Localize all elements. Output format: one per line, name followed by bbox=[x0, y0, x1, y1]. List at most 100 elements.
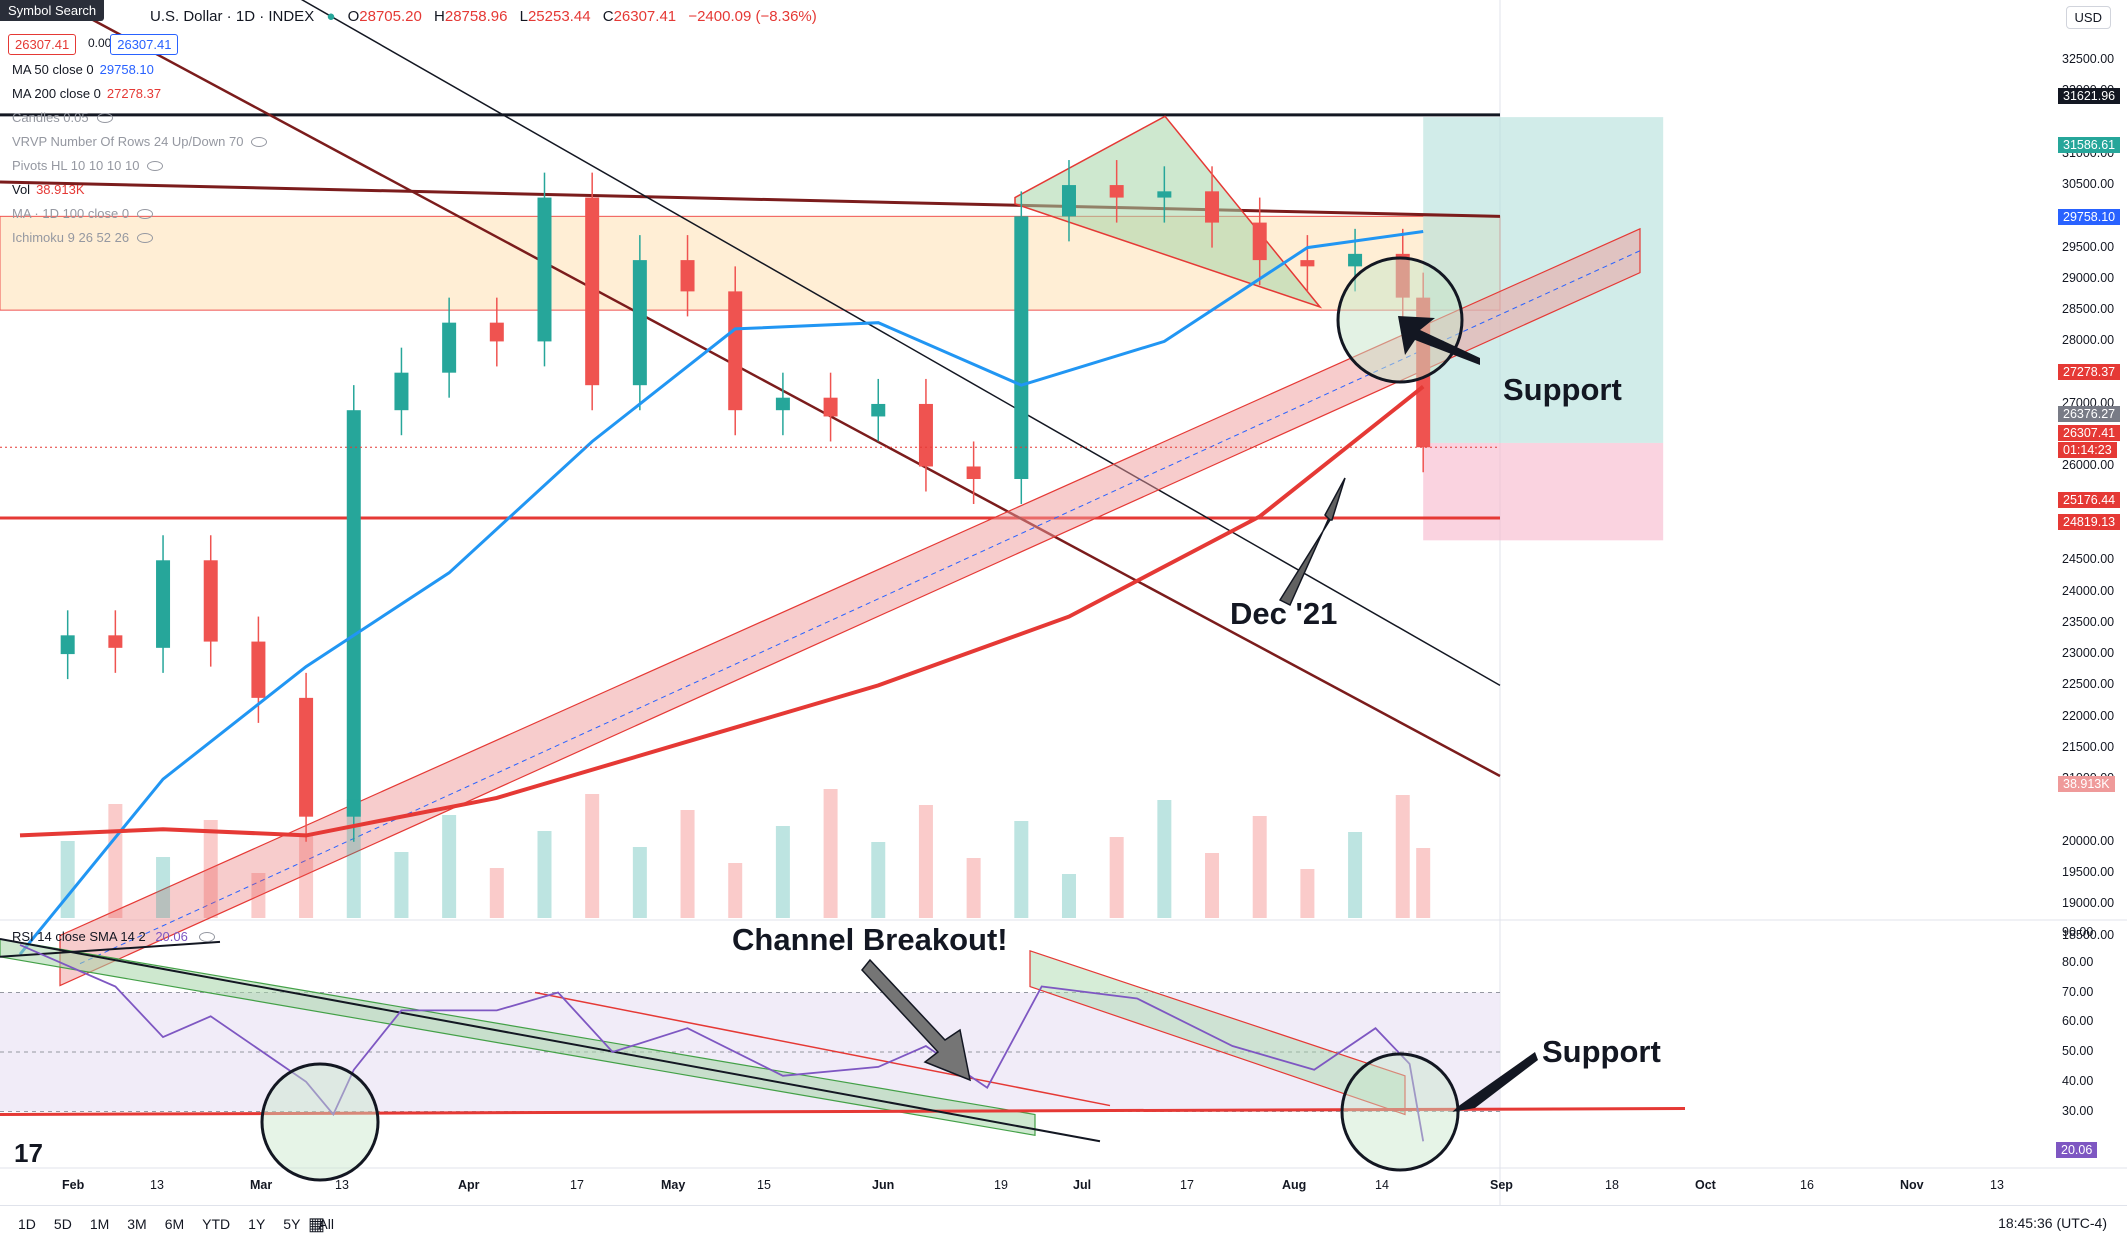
volume-bar bbox=[1061, 874, 1076, 918]
indicator-row[interactable]: MA 200 close 0 27278.37 bbox=[12, 86, 161, 101]
arrow-support-rsi bbox=[1452, 1052, 1538, 1112]
eye-icon[interactable] bbox=[137, 233, 154, 243]
volume-bar bbox=[1157, 800, 1172, 918]
volume-bar bbox=[1416, 848, 1431, 918]
time-axis-label: 16 bbox=[1800, 1178, 1814, 1192]
range-button[interactable]: All bbox=[318, 1216, 334, 1232]
descending-trendline-dark bbox=[53, 0, 1501, 778]
calendar-icon[interactable]: ▦ bbox=[308, 1214, 326, 1234]
indicator-name: Ichimoku 9 26 52 26 bbox=[12, 230, 130, 245]
rsi-line bbox=[19, 944, 1425, 1142]
rsi-label[interactable]: RSI 14 close SMA 14 2 bbox=[12, 929, 146, 944]
time-axis-label: 14 bbox=[1375, 1178, 1389, 1192]
price-tag: 31621.96 bbox=[2058, 88, 2121, 104]
price-axis-label: 19500.00 bbox=[2062, 864, 2115, 879]
range-button[interactable]: 1M bbox=[89, 1216, 110, 1232]
low-value: 25253.44 bbox=[527, 8, 591, 25]
volume-bar bbox=[871, 842, 886, 918]
time-axis-label: Jul bbox=[1073, 1178, 1092, 1192]
range-button[interactable]: 5Y bbox=[283, 1216, 301, 1232]
eye-icon[interactable] bbox=[96, 113, 113, 123]
price-axis-label: 29000.00 bbox=[2062, 270, 2115, 285]
rsi-value: 20.06 bbox=[155, 929, 188, 944]
currency-button[interactable]: USD bbox=[2065, 6, 2111, 29]
time-axis-label: Nov bbox=[1900, 1178, 1924, 1192]
time-axis-label: 18 bbox=[1605, 1178, 1619, 1192]
indicator-name: MA 200 close 0 bbox=[12, 86, 101, 101]
candle-body bbox=[537, 197, 552, 342]
range-button[interactable]: 6M bbox=[164, 1216, 185, 1232]
symbol-title[interactable]: U.S. Dollar · 1D · INDEX bbox=[150, 8, 315, 25]
price-axis-label: 19000.00 bbox=[2062, 896, 2115, 911]
rsi-circle-march bbox=[260, 1062, 380, 1182]
range-button[interactable]: 1D bbox=[18, 1216, 36, 1232]
indicator-row[interactable]: Pivots HL 10 10 10 10 bbox=[12, 158, 164, 173]
volume-bar bbox=[1014, 821, 1029, 918]
volume-bar bbox=[1252, 816, 1267, 918]
candle-body bbox=[918, 403, 933, 467]
indicator-row[interactable]: MA · 1D 100 close 0 bbox=[12, 206, 154, 221]
candle-body bbox=[489, 322, 504, 342]
range-button[interactable]: YTD bbox=[202, 1216, 231, 1232]
triangle-pattern bbox=[1014, 115, 1323, 309]
eye-icon[interactable] bbox=[251, 137, 268, 147]
volume-bar bbox=[108, 804, 123, 918]
time-axis-label: 17 bbox=[570, 1178, 584, 1192]
price-axis-label: 28000.00 bbox=[2062, 333, 2115, 348]
price-tag: 01:14:23 bbox=[2058, 442, 2117, 458]
position-stop-zone bbox=[1423, 442, 1664, 541]
candle-body bbox=[394, 372, 409, 411]
symbol-search-button[interactable]: Symbol Search bbox=[0, 0, 105, 21]
ma50-line bbox=[18, 230, 1424, 956]
clock: 18:45:36 (UTC-4) bbox=[1998, 1215, 2107, 1231]
tradingview-logo-icon[interactable]: 17 bbox=[14, 1138, 43, 1168]
open-value: 28705.20 bbox=[359, 8, 422, 25]
bid-ask-row: 26307.41 26307.41 bbox=[8, 34, 179, 55]
ascending-channel bbox=[59, 227, 1641, 987]
range-button[interactable]: 3M bbox=[127, 1216, 147, 1232]
annotation-channel-breakout: Channel Breakout! bbox=[732, 922, 1008, 957]
rsi-axis-label: 80.00 bbox=[2062, 954, 2094, 969]
candle-body bbox=[60, 635, 75, 655]
range-button[interactable]: 1Y bbox=[248, 1216, 266, 1232]
candle-body bbox=[1061, 185, 1076, 217]
candle-body bbox=[585, 197, 600, 386]
bid-price-button[interactable]: 26307.41 bbox=[8, 34, 77, 55]
candle-body bbox=[1109, 185, 1124, 198]
indicator-row[interactable]: MA 50 close 0 29758.10 bbox=[12, 62, 154, 77]
range-button-group: 1D 5D 1M 3M 6M YTD 1Y 5Y All bbox=[18, 1216, 352, 1232]
price-axis-label: 21500.00 bbox=[2062, 739, 2115, 754]
time-axis-label: Aug bbox=[1282, 1178, 1307, 1192]
indicator-row[interactable]: VRVP Number Of Rows 24 Up/Down 70 bbox=[12, 134, 268, 149]
price-axis-label: 24000.00 bbox=[2062, 583, 2115, 598]
price-tag: 26376.27 bbox=[2058, 406, 2121, 422]
indicator-row[interactable]: Ichimoku 9 26 52 26 bbox=[12, 230, 154, 245]
candle-body bbox=[728, 291, 743, 411]
price-tag: 38.913K bbox=[2058, 776, 2115, 792]
open-label: O bbox=[347, 8, 360, 25]
price-tag: 25176.44 bbox=[2058, 492, 2121, 508]
eye-icon[interactable] bbox=[199, 932, 216, 942]
ask-price-button[interactable]: 26307.41 bbox=[110, 34, 179, 55]
rsi-descending-channel-2 bbox=[1029, 950, 1406, 1116]
bottom-toolbar: 1D 5D 1M 3M 6M YTD 1Y 5Y All ▦ bbox=[0, 1205, 2127, 1246]
indicator-row[interactable]: Vol 38.913K bbox=[12, 182, 85, 197]
indicator-row[interactable]: Candles 0.05 bbox=[12, 110, 113, 125]
candle-body bbox=[680, 260, 695, 292]
range-button[interactable]: 5D bbox=[53, 1216, 72, 1232]
eye-icon[interactable] bbox=[137, 209, 154, 219]
time-axis-label: 13 bbox=[335, 1178, 349, 1192]
time-axis-label: Sep bbox=[1490, 1178, 1513, 1192]
candle-body bbox=[156, 560, 171, 648]
price-axis-label: 28500.00 bbox=[2062, 302, 2115, 317]
price-tag: 24819.13 bbox=[2058, 514, 2121, 530]
close-label: C bbox=[602, 8, 614, 25]
eye-icon[interactable] bbox=[147, 161, 164, 171]
price-tag: 31586.61 bbox=[2058, 137, 2121, 153]
indicator-name: Vol bbox=[12, 182, 31, 197]
candle-body bbox=[1348, 253, 1363, 267]
time-axis-label: 17 bbox=[1180, 1178, 1194, 1192]
rsi-axis-label: 50.00 bbox=[2062, 1044, 2094, 1058]
